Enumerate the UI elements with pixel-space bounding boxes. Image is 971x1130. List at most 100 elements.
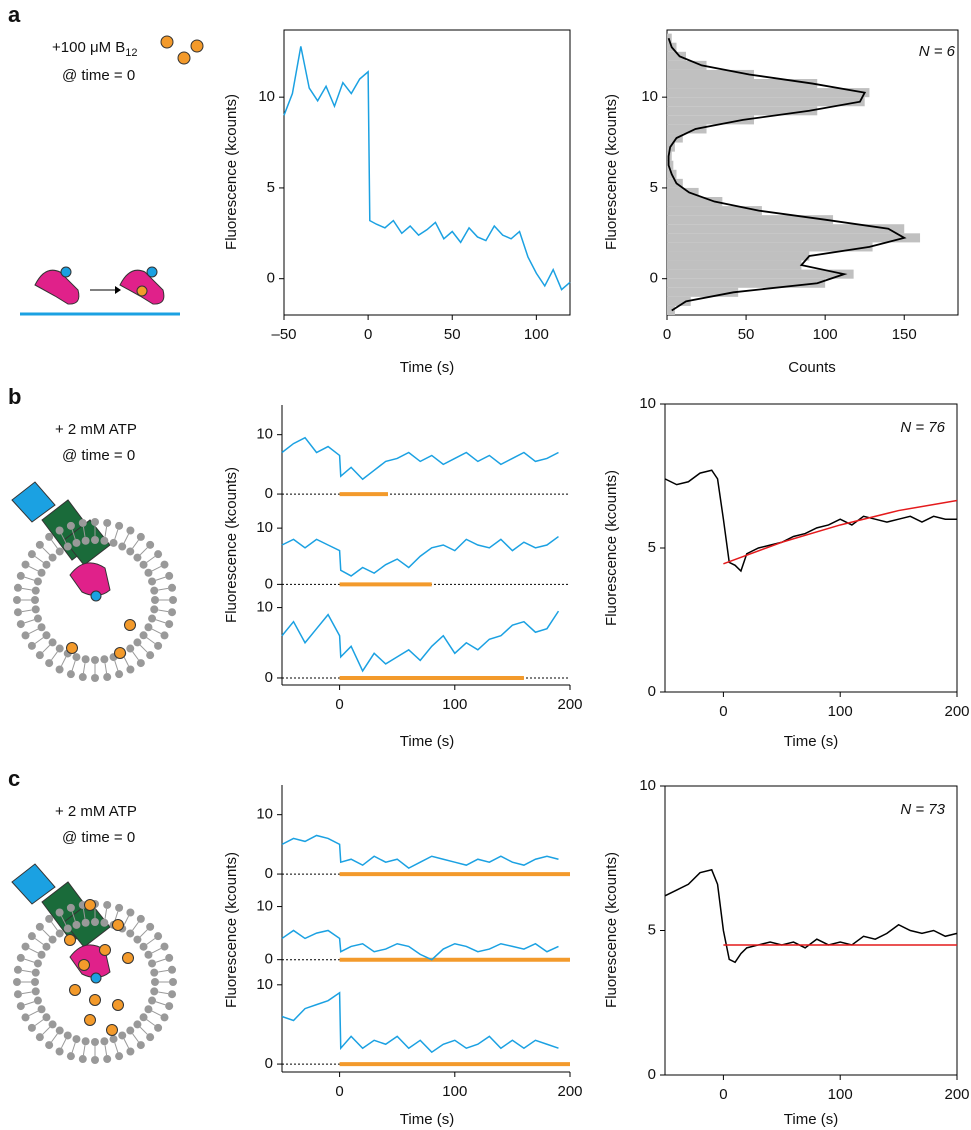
lipid-head bbox=[72, 1035, 81, 1044]
histogram-bar bbox=[667, 79, 818, 89]
b12-icon bbox=[160, 35, 174, 49]
lipid-tail bbox=[42, 1026, 51, 1035]
lipid-tail bbox=[155, 576, 166, 581]
lipid-head bbox=[165, 571, 174, 580]
lipid-head bbox=[103, 1055, 112, 1064]
lipid-head bbox=[126, 526, 135, 535]
histogram-bar bbox=[667, 106, 818, 116]
x-tick-label: 200 bbox=[944, 703, 969, 720]
y-axis-label: Fluorescence (kcounts) bbox=[223, 94, 240, 250]
lipid-head bbox=[136, 1041, 145, 1050]
lipid-tail bbox=[82, 1045, 86, 1056]
y-tick-label: 5 bbox=[648, 539, 656, 556]
lipid-head bbox=[63, 542, 72, 551]
lipid-tail bbox=[51, 651, 58, 661]
lipid-head bbox=[48, 638, 57, 647]
lipid-head bbox=[146, 651, 155, 660]
lipid-tail bbox=[123, 915, 130, 926]
panel-label: a bbox=[8, 2, 21, 27]
lipid-head bbox=[133, 553, 142, 562]
condition: @ time = 0 bbox=[62, 447, 135, 464]
b12-icon bbox=[177, 51, 191, 65]
lipid-head bbox=[103, 518, 112, 527]
lipid-head bbox=[55, 929, 64, 938]
lipid-head bbox=[13, 583, 22, 592]
lipid-head bbox=[150, 987, 159, 996]
lipid-head bbox=[42, 560, 51, 569]
x-axis-label: Time (s) bbox=[400, 1111, 454, 1128]
trace bbox=[283, 46, 571, 291]
lipid-head bbox=[45, 659, 54, 668]
lipid-head bbox=[154, 641, 163, 650]
lipid-head bbox=[100, 655, 109, 664]
lipid-head bbox=[126, 644, 135, 653]
lipid-head bbox=[146, 1033, 155, 1042]
substrate-dot bbox=[84, 1014, 96, 1026]
lipid-head bbox=[144, 568, 153, 577]
y-tick-label: 10 bbox=[256, 426, 273, 443]
x-tick-label: 0 bbox=[719, 1086, 727, 1103]
lipid-tail bbox=[34, 637, 44, 644]
dye bbox=[146, 266, 158, 278]
lipid-head bbox=[31, 596, 39, 604]
histogram-bar bbox=[667, 260, 802, 270]
lipid-head bbox=[63, 1031, 72, 1040]
lipid-head bbox=[160, 942, 169, 951]
lipid-head bbox=[148, 614, 157, 623]
lipid-tail bbox=[139, 547, 148, 556]
lipid-tail bbox=[42, 644, 51, 653]
lipid-tail bbox=[104, 908, 108, 919]
lipid-tail bbox=[21, 969, 32, 973]
lipid-head bbox=[148, 996, 157, 1005]
trace bbox=[664, 469, 957, 573]
y-axis-label: Fluorescence (kcounts) bbox=[603, 94, 620, 250]
lipid-head bbox=[33, 577, 42, 586]
lipid-head bbox=[66, 521, 75, 530]
y-tick-label: 10 bbox=[256, 519, 273, 536]
x-tick-label: 0 bbox=[364, 326, 372, 343]
lipid-tail bbox=[146, 556, 156, 563]
substrate-dot bbox=[124, 619, 136, 631]
histogram-bar bbox=[667, 69, 754, 80]
lipid-tail bbox=[71, 529, 76, 540]
lipid-head bbox=[72, 653, 81, 662]
x-axis-label: Time (s) bbox=[784, 1111, 838, 1128]
histogram-bar bbox=[667, 215, 834, 225]
condition: @ time = 0 bbox=[62, 67, 135, 84]
histogram-bar bbox=[667, 206, 762, 216]
lipid-head bbox=[78, 518, 87, 527]
condition: + 2 mM ATP bbox=[55, 803, 137, 820]
lipid-head bbox=[45, 914, 54, 923]
lipid-head bbox=[66, 903, 75, 912]
lipid-head bbox=[150, 605, 159, 614]
condition: + 2 mM ATP bbox=[55, 421, 137, 438]
lipid-head bbox=[136, 914, 145, 923]
x-tick-label: –50 bbox=[271, 326, 296, 343]
substrate-dot bbox=[99, 944, 111, 956]
lipid-head bbox=[133, 935, 142, 944]
lipid-head bbox=[115, 1052, 124, 1061]
lipid-head bbox=[109, 1035, 118, 1044]
lipid-tail bbox=[132, 1033, 139, 1043]
lipid-tail bbox=[24, 576, 35, 581]
lipid-tail bbox=[155, 1001, 166, 1006]
lipid-tail bbox=[104, 1045, 108, 1056]
lipid-head bbox=[66, 670, 75, 679]
fit-line bbox=[667, 37, 907, 312]
lipid-head bbox=[81, 655, 90, 664]
arrow-head bbox=[115, 286, 121, 294]
y-tick-label: 10 bbox=[639, 777, 656, 794]
histogram-bar bbox=[667, 88, 870, 98]
lipid-tail bbox=[71, 1042, 76, 1053]
y-tick-label: 0 bbox=[265, 865, 273, 882]
x-tick-label: 200 bbox=[944, 1086, 969, 1103]
lipid-head bbox=[144, 950, 153, 959]
b12 bbox=[136, 285, 148, 297]
lipid-tail bbox=[24, 1001, 35, 1006]
lipid-tail bbox=[34, 556, 44, 563]
x-tick-label: 0 bbox=[335, 696, 343, 713]
lipid-tail bbox=[132, 539, 139, 549]
lipid-head bbox=[66, 1052, 75, 1061]
lipid-head bbox=[168, 608, 177, 617]
lipid-tail bbox=[34, 938, 44, 945]
